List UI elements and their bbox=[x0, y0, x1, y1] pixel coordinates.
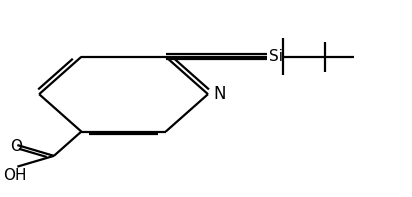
Text: OH: OH bbox=[3, 168, 27, 183]
Text: N: N bbox=[213, 85, 225, 103]
Text: Si: Si bbox=[269, 49, 283, 64]
Text: O: O bbox=[10, 138, 22, 153]
